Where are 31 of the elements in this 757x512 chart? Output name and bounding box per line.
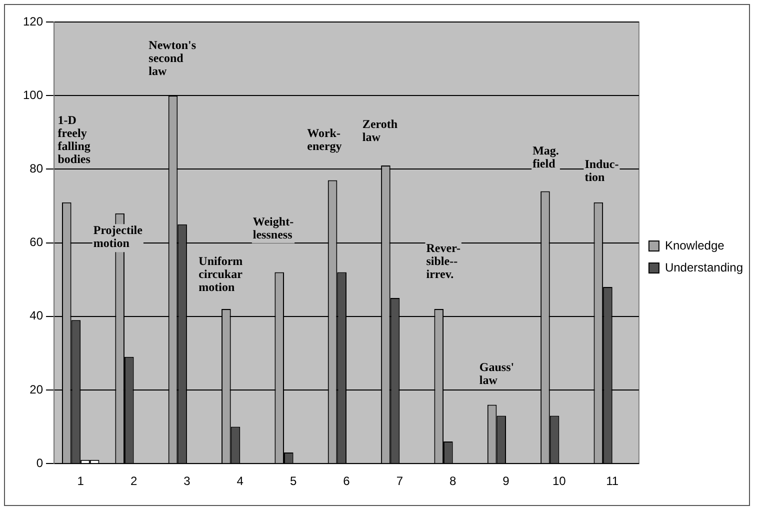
y-tick-label: 120 — [22, 14, 44, 28]
annotation: 1-D freely falling bodies — [58, 112, 91, 166]
x-tick-label: 9 — [502, 474, 510, 488]
x-tick-label: 1 — [77, 474, 84, 488]
annotation: Uniform circukar motion — [198, 254, 244, 294]
annotation: Mag. field — [532, 144, 559, 171]
x-tick-label: 7 — [396, 474, 404, 488]
y-tick-label: 0 — [36, 456, 44, 470]
y-tick-label: 100 — [22, 88, 44, 102]
legend-label: Knowledge — [664, 238, 725, 252]
annotation: Newton's second law — [148, 38, 196, 78]
x-tick-label: 2 — [130, 474, 138, 488]
y-tick-label: 40 — [30, 308, 44, 323]
y-tick-label: 80 — [30, 162, 44, 176]
x-tick-label: 10 — [552, 474, 566, 488]
x-tick-label: 5 — [290, 474, 297, 488]
x-tick-label: 8 — [449, 474, 456, 488]
annotation: Zeroth law — [362, 117, 398, 144]
annotation: Weight- lessness — [252, 214, 294, 242]
legend-label: Understanding — [664, 260, 744, 274]
x-tick-label: 6 — [343, 474, 350, 488]
annotation: Projectile motion — [93, 223, 144, 250]
y-tick-label: 20 — [30, 382, 44, 396]
x-tick-label: 3 — [184, 474, 191, 488]
x-tick-label: 11 — [606, 474, 619, 488]
y-tick-label: 60 — [30, 235, 44, 250]
annotation: Work- energy — [307, 126, 342, 154]
annotation: Induc- tion — [584, 156, 619, 184]
annotation: Gauss' law — [479, 360, 514, 388]
annotation: Rever- sible-- irrev. — [426, 240, 460, 281]
x-tick-label: 4 — [236, 474, 244, 488]
